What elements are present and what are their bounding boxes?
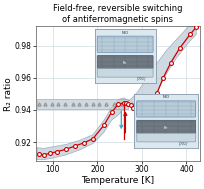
Title: Field-free, reversible switching
of antiferromagnetic spins: Field-free, reversible switching of anti… bbox=[53, 4, 183, 24]
Polygon shape bbox=[37, 19, 196, 160]
X-axis label: Temperature [K]: Temperature [K] bbox=[81, 176, 154, 185]
Y-axis label: R₂ ratio: R₂ ratio bbox=[4, 77, 13, 111]
Polygon shape bbox=[37, 99, 128, 109]
